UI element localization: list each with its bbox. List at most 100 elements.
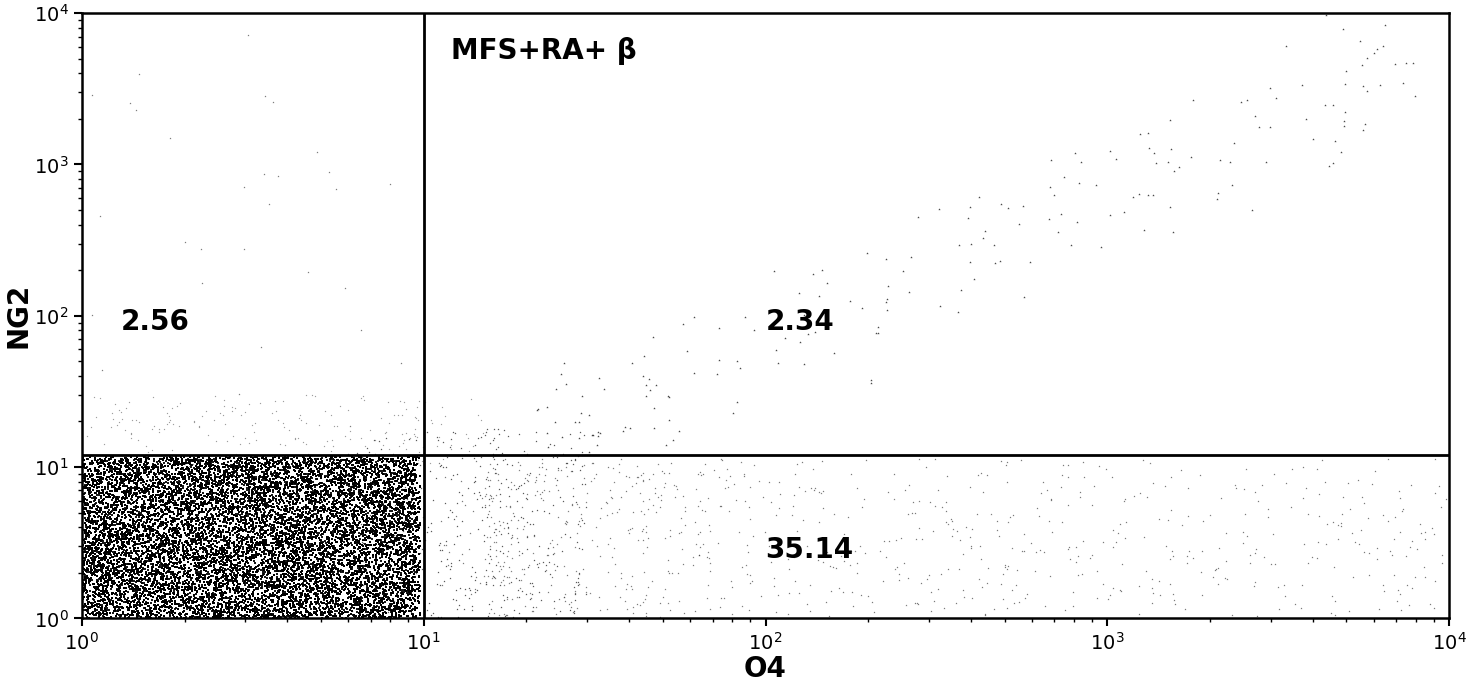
Point (122, 544, 146, 555)
Point (377, 528, 400, 539)
Point (372, 495, 396, 506)
Point (115, 480, 138, 491)
Point (343, 600, 366, 611)
Point (244, 458, 268, 469)
Point (235, 454, 259, 465)
Point (150, 500, 174, 511)
Point (99, 471, 122, 482)
Point (187, 568, 210, 579)
Point (996, 516, 1019, 527)
Point (390, 610, 413, 621)
Point (87, 547, 110, 558)
Point (212, 592, 235, 603)
Point (131, 565, 154, 576)
Point (118, 525, 141, 536)
Point (262, 537, 285, 548)
Point (113, 550, 137, 561)
Point (162, 515, 185, 526)
Point (402, 451, 425, 462)
Point (87, 587, 110, 598)
Point (687, 528, 710, 539)
Point (372, 607, 396, 618)
Point (238, 502, 262, 513)
Point (1128, 128, 1152, 139)
Point (252, 595, 275, 606)
Point (360, 478, 384, 489)
Point (319, 529, 343, 540)
Point (266, 452, 290, 463)
Point (368, 601, 391, 612)
Point (477, 548, 500, 559)
Point (307, 495, 331, 506)
Point (184, 552, 207, 563)
Point (227, 600, 250, 611)
Point (300, 495, 324, 506)
Point (388, 563, 412, 574)
Point (460, 600, 484, 611)
Point (100, 475, 124, 486)
Point (887, 574, 911, 585)
Point (285, 557, 309, 568)
Point (134, 492, 157, 503)
Point (266, 574, 290, 585)
Point (378, 489, 402, 500)
Point (284, 528, 307, 539)
Point (115, 511, 138, 522)
Point (194, 554, 218, 565)
Point (287, 563, 310, 574)
Point (390, 565, 413, 576)
Point (101, 601, 125, 612)
Point (234, 603, 257, 614)
Point (277, 551, 300, 562)
Point (228, 458, 252, 469)
Point (571, 460, 594, 471)
Point (112, 534, 135, 545)
Point (375, 476, 399, 487)
Point (274, 508, 297, 519)
Point (109, 590, 132, 601)
Point (165, 589, 188, 600)
Point (369, 534, 393, 545)
Point (207, 545, 231, 556)
Point (153, 562, 177, 573)
Point (299, 541, 322, 552)
Point (266, 471, 290, 482)
Point (100, 477, 124, 488)
Point (147, 565, 171, 576)
Point (96, 523, 119, 534)
Point (259, 480, 282, 491)
Point (112, 530, 135, 541)
Point (200, 489, 224, 500)
Point (304, 490, 328, 501)
Point (287, 537, 310, 548)
Point (287, 598, 310, 609)
Point (1399, 480, 1422, 491)
Point (157, 578, 181, 589)
Point (709, 500, 733, 511)
Point (147, 567, 171, 578)
Point (190, 562, 213, 573)
Point (216, 504, 240, 515)
Point (160, 512, 184, 523)
Point (253, 567, 277, 578)
Point (172, 458, 196, 469)
Point (210, 571, 234, 582)
Point (505, 483, 528, 494)
Point (375, 462, 399, 473)
Point (1206, 563, 1230, 574)
Point (507, 480, 531, 491)
Point (257, 581, 281, 592)
Point (254, 485, 278, 496)
Point (713, 483, 737, 494)
Point (221, 566, 244, 577)
Point (307, 559, 331, 570)
Point (406, 560, 430, 571)
Point (334, 571, 357, 582)
Point (76, 537, 100, 548)
Point (178, 602, 202, 613)
Point (838, 546, 862, 557)
Point (250, 560, 274, 571)
Point (387, 539, 410, 550)
Point (118, 464, 141, 475)
Point (260, 453, 284, 464)
